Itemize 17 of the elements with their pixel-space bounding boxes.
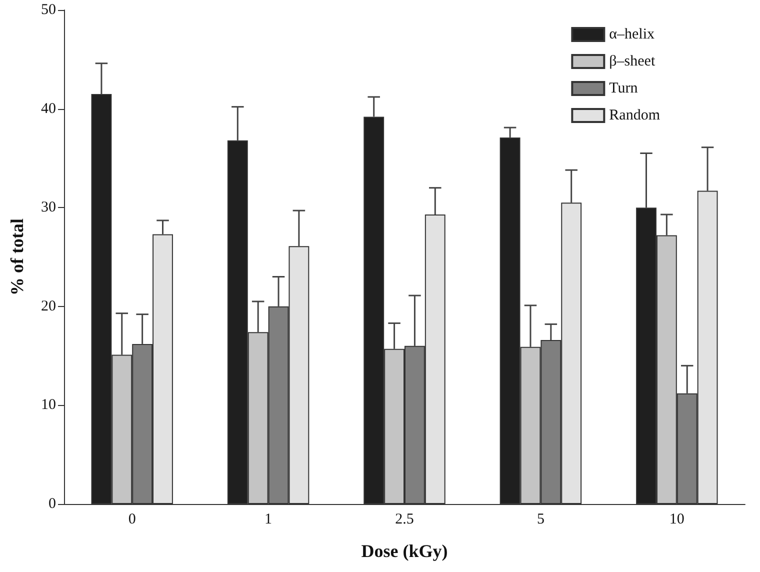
y-tick-label: 20: [41, 298, 56, 314]
y-tick-label: 50: [41, 2, 56, 18]
x-axis-title: Dose (kGy): [361, 541, 448, 561]
y-tick-label: 40: [41, 100, 56, 117]
legend-label: α–helix: [609, 26, 656, 42]
x-tick-label: 2.5: [395, 512, 414, 528]
x-tick-label: 0: [128, 512, 136, 528]
x-tick-label: 1: [264, 512, 272, 528]
x-tick-label: 10: [669, 512, 684, 528]
y-axis-title: % of total: [7, 218, 27, 296]
legend-label: Random: [609, 108, 660, 124]
x-tick-label: 5: [536, 512, 544, 528]
y-tick-label: 10: [41, 397, 56, 414]
y-tick-label: 0: [48, 496, 56, 512]
y-tick-label: 30: [41, 200, 56, 216]
legend-label: β–sheet: [609, 54, 656, 70]
legend-label: Turn: [609, 80, 638, 96]
